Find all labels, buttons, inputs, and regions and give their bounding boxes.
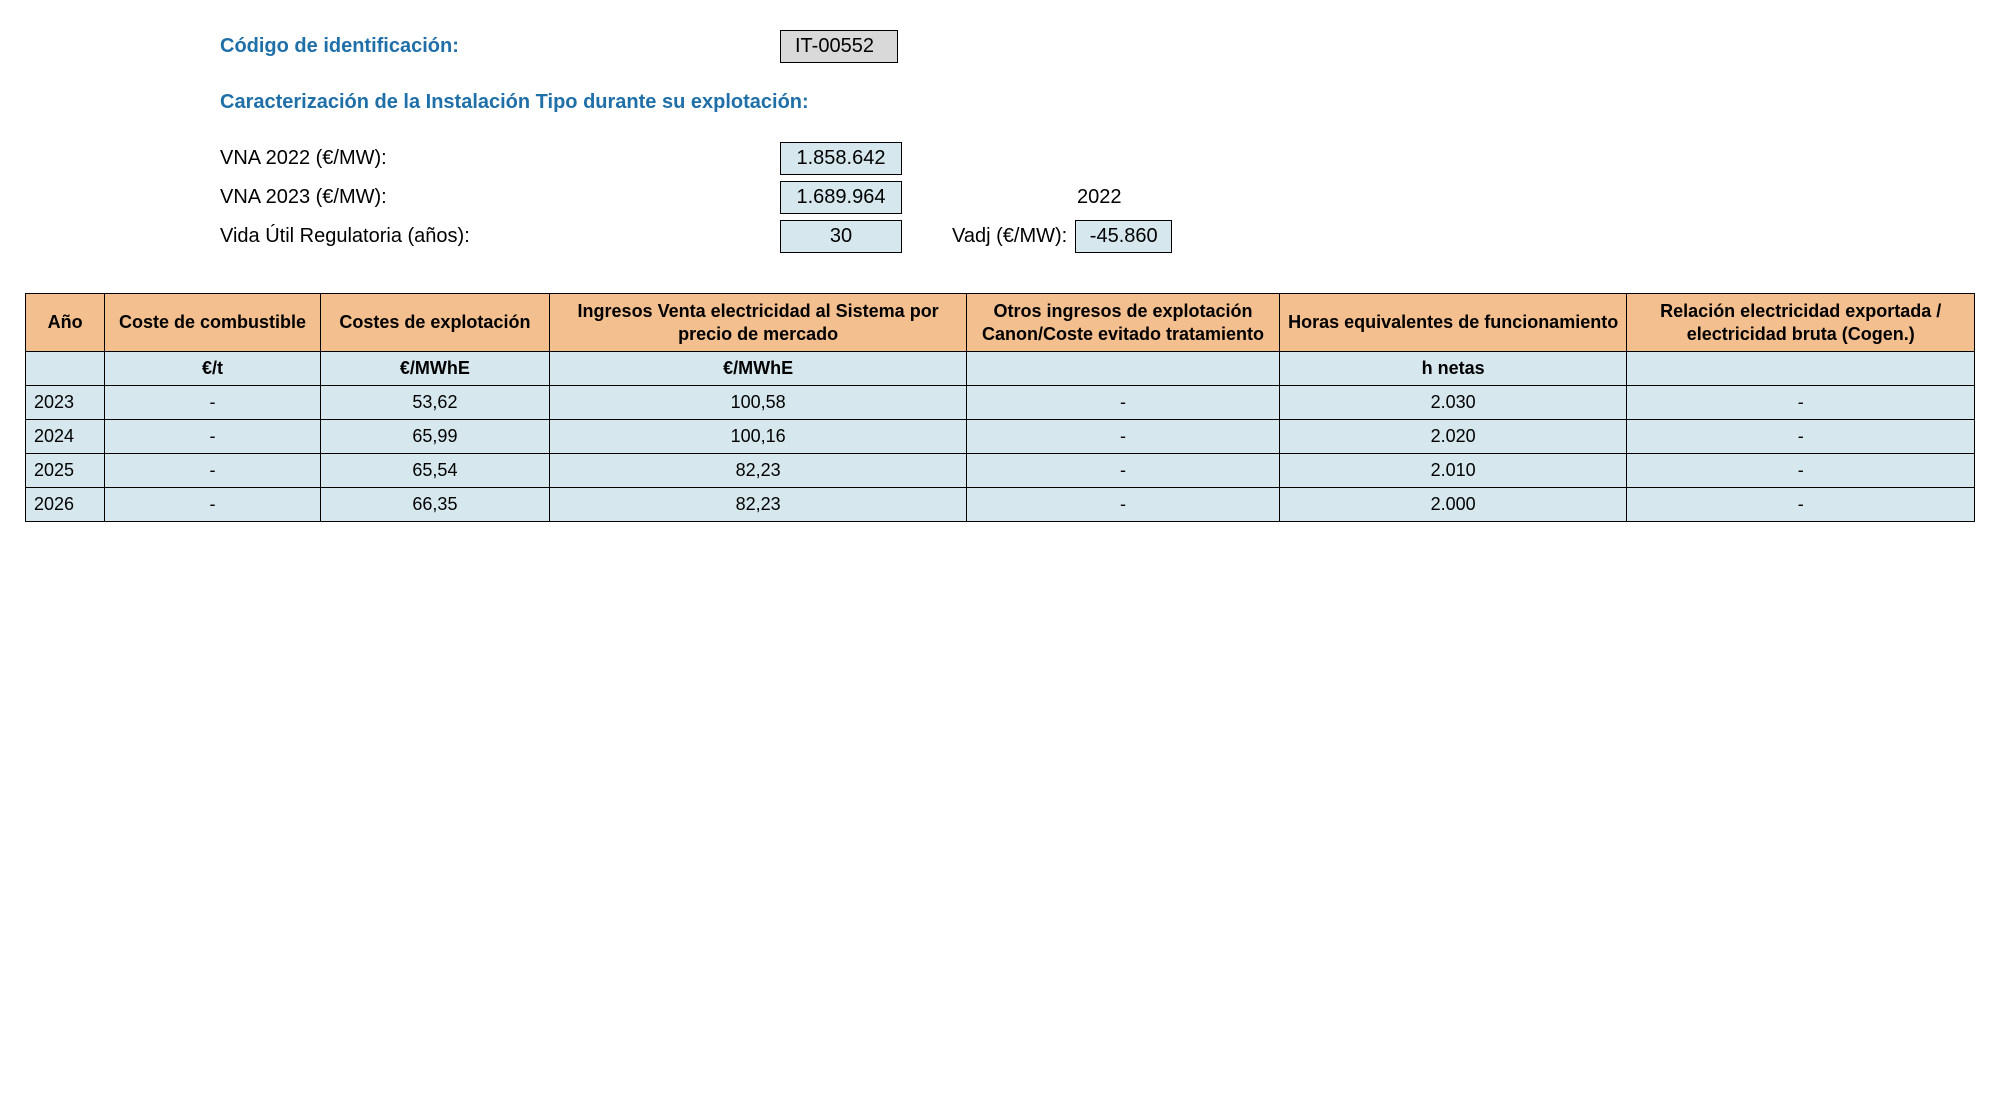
param-extra-year: 2022: [1077, 186, 1122, 209]
unit-cell: €/MWhE: [320, 352, 549, 386]
header-block: Código de identificación: IT-00552 Carac…: [220, 30, 1975, 253]
table-row: 2023 - 53,62 100,58 - 2.030 -: [26, 386, 1975, 420]
code-value: IT-00552: [780, 30, 898, 63]
cell: 100,16: [550, 420, 967, 454]
cell: -: [967, 488, 1280, 522]
param-label: Vida Útil Regulatoria (años):: [220, 225, 780, 248]
param-label: VNA 2023 (€/MW):: [220, 186, 780, 209]
col-header-comb: Coste de combustible: [105, 294, 320, 352]
col-header-cexp: Costes de explotación: [320, 294, 549, 352]
param-row: VNA 2022 (€/MW): 1.858.642: [220, 142, 1975, 175]
cell: 2.020: [1279, 420, 1627, 454]
param-value: 30: [780, 220, 902, 253]
col-header-horas: Horas equivalentes de funcionamiento: [1279, 294, 1627, 352]
col-header-ano: Año: [26, 294, 105, 352]
param-row: VNA 2023 (€/MW): 1.689.964 2022: [220, 181, 1975, 214]
cell-year: 2025: [26, 454, 105, 488]
code-label: Código de identificación:: [220, 35, 780, 58]
cell: -: [967, 386, 1280, 420]
table-row: 2026 - 66,35 82,23 - 2.000 -: [26, 488, 1975, 522]
section-title-row: Caracterización de la Instalación Tipo d…: [220, 91, 1975, 114]
cell: 2.000: [1279, 488, 1627, 522]
unit-cell: €/MWhE: [550, 352, 967, 386]
cell-year: 2023: [26, 386, 105, 420]
cell: -: [105, 488, 320, 522]
param-row: Vida Útil Regulatoria (años): 30 Vadj (€…: [220, 220, 1975, 253]
cell-year: 2026: [26, 488, 105, 522]
cell: -: [967, 420, 1280, 454]
cell: 82,23: [550, 454, 967, 488]
unit-cell: [967, 352, 1280, 386]
vadj-label: Vadj (€/MW):: [952, 225, 1067, 248]
cell: -: [105, 420, 320, 454]
table-body: €/t €/MWhE €/MWhE h netas 2023 - 53,62 1…: [26, 352, 1975, 522]
cell: -: [1627, 420, 1975, 454]
cell: 2.030: [1279, 386, 1627, 420]
unit-cell: [1627, 352, 1975, 386]
param-label: VNA 2022 (€/MW):: [220, 147, 780, 170]
cell: 65,54: [320, 454, 549, 488]
code-row: Código de identificación: IT-00552: [220, 30, 1975, 63]
data-table: Año Coste de combustible Costes de explo…: [25, 293, 1975, 522]
param-rows: VNA 2022 (€/MW): 1.858.642 VNA 2023 (€/M…: [220, 142, 1975, 253]
vadj-value: -45.860: [1075, 220, 1172, 253]
unit-cell: [26, 352, 105, 386]
cell: -: [1627, 454, 1975, 488]
cell: -: [1627, 386, 1975, 420]
table-row: 2025 - 65,54 82,23 - 2.010 -: [26, 454, 1975, 488]
table-row: 2024 - 65,99 100,16 - 2.020 -: [26, 420, 1975, 454]
cell: -: [967, 454, 1280, 488]
cell: 100,58: [550, 386, 967, 420]
col-header-rel: Relación electricidad exportada / electr…: [1627, 294, 1975, 352]
cell-year: 2024: [26, 420, 105, 454]
cell: 2.010: [1279, 454, 1627, 488]
cell: -: [105, 386, 320, 420]
cell: -: [1627, 488, 1975, 522]
cell: 65,99: [320, 420, 549, 454]
cell: 53,62: [320, 386, 549, 420]
section-title: Caracterización de la Instalación Tipo d…: [220, 91, 809, 114]
param-value: 1.689.964: [780, 181, 902, 214]
table-header-row: Año Coste de combustible Costes de explo…: [26, 294, 1975, 352]
table-units-row: €/t €/MWhE €/MWhE h netas: [26, 352, 1975, 386]
col-header-ing: Ingresos Venta electricidad al Sistema p…: [550, 294, 967, 352]
col-header-otros: Otros ingresos de explotación Canon/Cost…: [967, 294, 1280, 352]
unit-cell: €/t: [105, 352, 320, 386]
unit-cell: h netas: [1279, 352, 1627, 386]
cell: 66,35: [320, 488, 549, 522]
param-value: 1.858.642: [780, 142, 902, 175]
cell: -: [105, 454, 320, 488]
cell: 82,23: [550, 488, 967, 522]
